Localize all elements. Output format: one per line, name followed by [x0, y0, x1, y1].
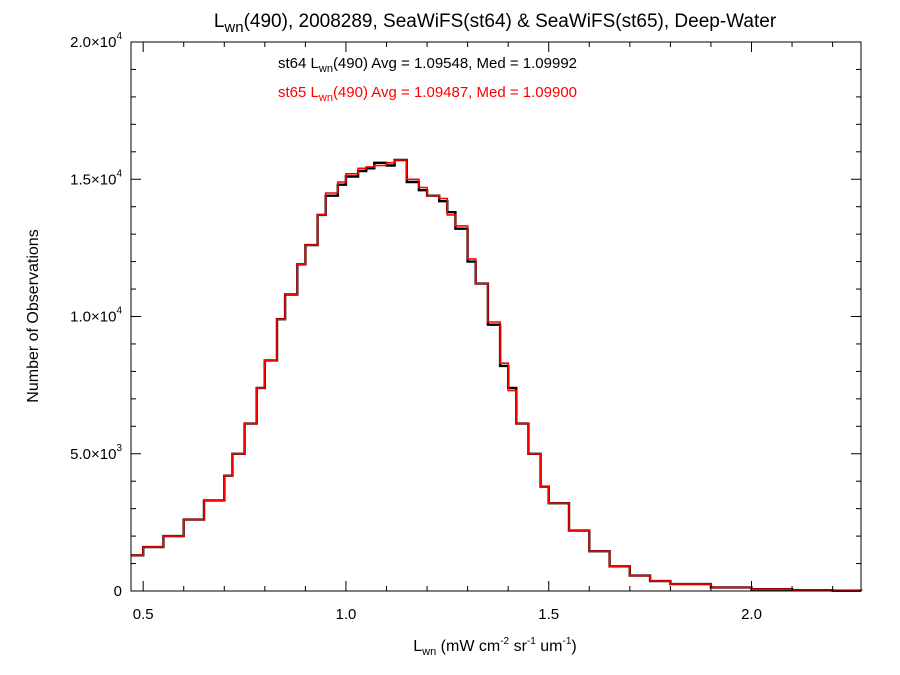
- annotation-st65: st65 Lwn(490) Avg = 1.09487, Med = 1.099…: [278, 84, 577, 104]
- y-axis-label: Number of Observations: [25, 229, 42, 402]
- y-tick-label: 2.0×104: [70, 31, 122, 51]
- y-tick-label: 5.0×103: [70, 443, 122, 463]
- x-tick-label: 2.0: [741, 606, 762, 623]
- series-line-st65: [131, 159, 862, 592]
- y-tick-label: 1.5×104: [70, 168, 122, 188]
- x-tick-label: 1.5: [538, 606, 559, 623]
- annotation-st64: st64 Lwn(490) Avg = 1.09548, Med = 1.099…: [278, 55, 577, 75]
- y-tick-label: 0: [114, 583, 122, 600]
- plot-frame: [130, 41, 862, 592]
- y-tick-label: 1.0×104: [70, 306, 122, 326]
- x-axis-label: Lwn (mW cm-2 sr-1 um-1): [413, 636, 576, 658]
- x-tick-label: 0.5: [133, 606, 154, 623]
- series-line-st64: [131, 158, 863, 592]
- chart-title: Lwn(490), 2008289, SeaWiFS(st64) & SeaWi…: [214, 11, 777, 36]
- x-tick-label: 1.0: [336, 606, 357, 623]
